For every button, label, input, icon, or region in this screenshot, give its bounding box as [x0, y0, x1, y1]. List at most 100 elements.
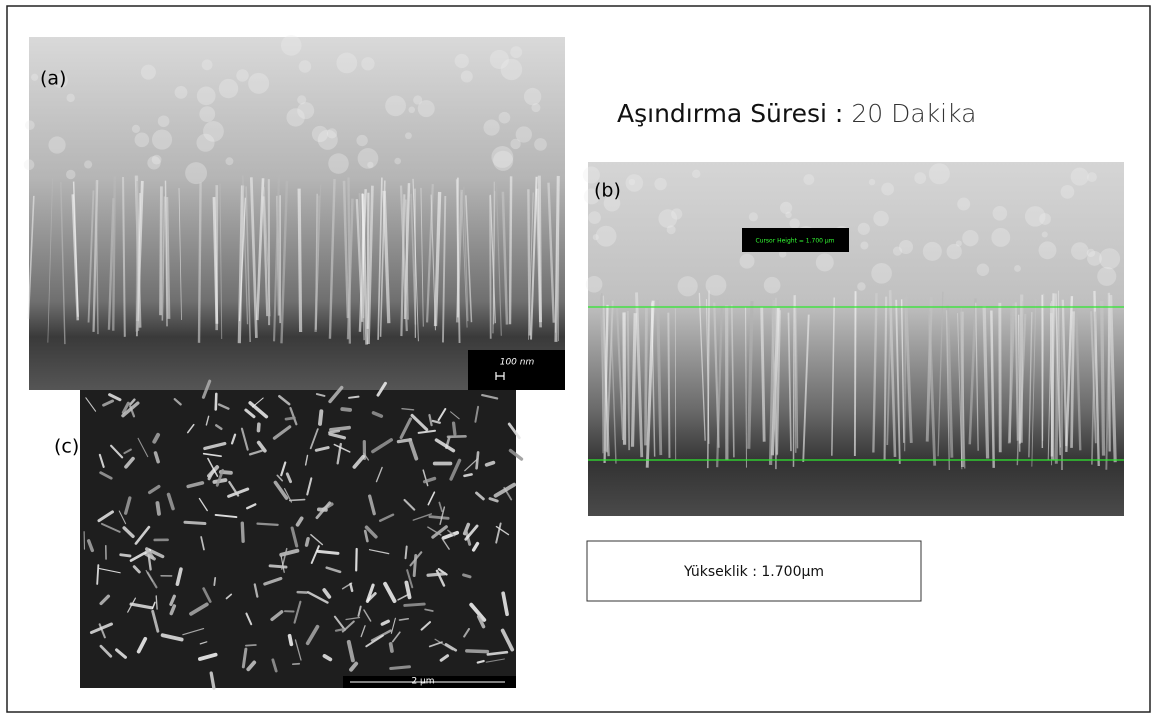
texture-blob — [947, 244, 962, 259]
nanowire — [1109, 293, 1110, 452]
nanowire-top — [349, 397, 358, 398]
panel-c: 2 µm (c) — [54, 381, 522, 688]
nanowire — [793, 295, 794, 467]
slide: 100 nm (a) 2 µm (c) Cursor Height = 1.70… — [0, 0, 1158, 718]
panel-b: Cursor Height = 1.700 µm (b) — [583, 162, 1124, 516]
nanowire — [645, 308, 646, 445]
nanowire-top — [467, 651, 488, 652]
nanowire-top — [478, 661, 484, 663]
texture-blob — [510, 139, 520, 149]
nanowire — [668, 313, 669, 458]
texture-blob — [1071, 242, 1089, 260]
nanowire — [855, 291, 856, 456]
nanowire-top — [157, 503, 159, 514]
texture-blob — [857, 282, 865, 290]
texture-blob — [588, 211, 601, 224]
nanowire-top — [336, 629, 343, 630]
texture-blob — [84, 160, 92, 168]
texture-blob — [152, 130, 172, 150]
nanowire-top — [320, 411, 321, 424]
texture-blob — [455, 54, 469, 68]
texture-blob — [593, 234, 599, 240]
cursor-label: Cursor Height = 1.700 µm — [755, 238, 834, 245]
nanowire-top — [342, 409, 350, 410]
nanowire-top — [286, 418, 294, 419]
texture-blob — [185, 162, 207, 184]
texture-blob — [408, 107, 415, 114]
nanowire-top — [405, 604, 425, 605]
texture-blob — [461, 70, 473, 82]
texture-blob — [327, 128, 337, 138]
texture-blob — [48, 136, 65, 153]
texture-blob — [175, 86, 188, 99]
texture-blob — [869, 179, 875, 185]
nanowire-top — [391, 667, 410, 669]
texture-blob — [225, 157, 233, 165]
nanowire-top — [318, 551, 338, 553]
texture-blob — [405, 132, 412, 139]
texture-blob — [740, 254, 755, 269]
texture-blob — [328, 153, 349, 174]
texture-blob — [803, 174, 814, 185]
nanowire — [510, 176, 511, 324]
nanowire-top — [406, 546, 407, 558]
texture-blob — [31, 74, 38, 81]
texture-blob — [993, 206, 1008, 221]
texture-blob — [356, 135, 367, 146]
texture-blob — [199, 106, 215, 122]
texture-blob — [499, 112, 511, 124]
nanowire-top — [414, 555, 416, 575]
texture-blob — [678, 276, 698, 296]
texture-blob — [749, 212, 758, 221]
texture-blob — [1042, 232, 1048, 238]
panel-a: 100 nm (a) — [24, 35, 565, 390]
nanowire-top — [391, 644, 392, 651]
texture-blob — [336, 53, 357, 74]
texture-blob — [219, 79, 238, 98]
title-label: Aşındırma Süresi : — [617, 99, 843, 128]
nanowire-top — [290, 500, 305, 501]
texture-blob — [1087, 251, 1102, 266]
texture-blob — [596, 226, 617, 247]
panel-label-b: (b) — [594, 180, 621, 202]
texture-blob — [531, 103, 540, 112]
nanowire-top — [454, 423, 455, 434]
scale-label-c: 2 µm — [411, 677, 434, 687]
nanowire-top — [242, 523, 243, 541]
nanowire-top — [246, 645, 256, 646]
nanowire-top — [428, 574, 445, 575]
texture-blob — [654, 178, 666, 190]
nanowire — [349, 178, 350, 344]
nanowire — [1102, 301, 1104, 456]
nanowire-top — [290, 636, 292, 645]
nanowire-top — [185, 522, 205, 523]
texture-blob — [394, 158, 401, 165]
texture-blob — [860, 241, 868, 249]
texture-blob — [977, 264, 989, 276]
nanowire — [624, 312, 625, 444]
texture-blob — [361, 57, 374, 70]
texture-blob — [483, 119, 499, 135]
nanowire — [137, 181, 138, 332]
texture-blob — [281, 35, 302, 56]
texture-blob — [236, 69, 248, 81]
title-value: 20 Dakika — [851, 99, 976, 128]
texture-blob — [957, 198, 970, 211]
nanowire — [113, 176, 114, 330]
texture-blob — [299, 60, 311, 72]
nanowire-top — [121, 555, 130, 556]
texture-blob — [24, 159, 35, 170]
nanowire-top — [307, 539, 308, 545]
nanowire-top — [331, 428, 349, 430]
nanowire — [628, 311, 629, 450]
nanowire-top — [464, 575, 470, 577]
texture-blob — [132, 125, 140, 133]
texture-blob — [141, 65, 156, 80]
nanowire-top — [487, 463, 494, 465]
texture-blob — [66, 94, 74, 102]
page: SEM slide html, body { margin: 0; paddin… — [0, 0, 1158, 718]
texture-blob — [871, 263, 892, 284]
nanowire-top — [97, 565, 98, 584]
texture-blob — [873, 211, 888, 226]
nanowire — [490, 195, 491, 338]
